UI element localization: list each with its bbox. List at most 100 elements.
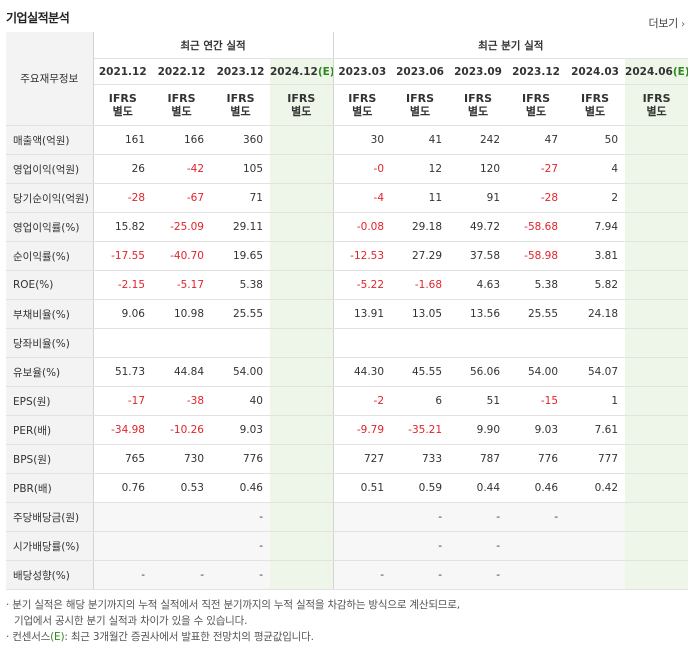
table-cell (270, 270, 334, 300)
table-row: 영업이익(억원) 26 -42 105 -0 12 120 -27 4 (6, 154, 689, 184)
row-label: 매출액(억원) (6, 125, 94, 155)
table-cell: 10.98 (152, 299, 211, 329)
table-cell: -42 (152, 154, 211, 184)
table-cell: 11 (391, 183, 450, 213)
table-cell: 9.90 (449, 415, 508, 445)
table-cell (332, 328, 392, 358)
ifrs-label: IFRS (348, 92, 377, 105)
period-header: 2023.03 (332, 58, 392, 85)
more-link[interactable]: 더보기 › (649, 15, 688, 31)
table-cell (507, 560, 566, 590)
table-cell: 5.38 (211, 270, 270, 300)
table-cell (332, 531, 392, 561)
table-cell: -67 (152, 183, 211, 213)
table-cell (270, 386, 334, 416)
table-cell: 41 (391, 125, 450, 155)
table-cell (270, 328, 334, 358)
table-cell: 0.46 (211, 473, 270, 503)
table-row: 시가배당률(%) - - - (6, 531, 689, 561)
financial-table: 주요재무정보 최근 연간 실적 최근 분기 실적 2021.12 2022.12 2… (6, 32, 689, 590)
table-cell: 730 (152, 444, 211, 474)
table-row: BPS(원) 765 730 776 727 733 787 776 777 (6, 444, 689, 474)
table-cell (625, 183, 689, 213)
estimate-mark: (E) (672, 65, 689, 78)
table-cell (152, 328, 211, 358)
period-label: 2023.03 (338, 65, 387, 78)
table-cell (625, 415, 689, 445)
table-cell (565, 328, 626, 358)
table-cell: -38 (152, 386, 211, 416)
table-cell (93, 531, 152, 561)
table-cell (625, 357, 689, 387)
table-cell (507, 531, 566, 561)
table-cell: 242 (449, 125, 508, 155)
ifrs-sub-label: 별도 (230, 105, 251, 118)
ifrs-header: IFRS 별도 (332, 84, 392, 126)
ifrs-header: IFRS 별도 (93, 84, 152, 126)
row-label: EPS(원) (6, 386, 94, 416)
table-cell: - (449, 531, 508, 561)
ifrs-sub-label: 별도 (646, 105, 667, 118)
ifrs-header: IFRS 별도 (391, 84, 450, 126)
table-cell: 37.58 (449, 241, 508, 271)
table-cell: -0.08 (332, 212, 392, 242)
footnote-1: · 분기 실적은 해당 분기까지의 누적 실적에서 직전 분기까지의 누적 실적… (6, 599, 460, 611)
table-cell: -2.15 (93, 270, 152, 300)
period-label: 2021.12 (98, 65, 147, 78)
table-cell: 776 (211, 444, 270, 474)
footnote-1-text: 분기 실적은 해당 분기까지의 누적 실적에서 직전 분기까지의 누적 실적을 … (12, 599, 460, 611)
ifrs-sub-label: 별도 (584, 105, 606, 118)
table-cell: -25.09 (152, 212, 211, 242)
table-cell: 4 (565, 154, 626, 184)
table-cell (625, 502, 689, 532)
period-header: 2024.12(E) (270, 58, 334, 85)
annual-group-header: 최근 연간 실적 (93, 32, 334, 59)
table-cell: 24.18 (565, 299, 626, 329)
table-cell: 13.56 (449, 299, 508, 329)
table-cell (270, 357, 334, 387)
table-cell (270, 473, 334, 503)
section-title: 기업실적분석 (6, 11, 70, 25)
table-cell: - (391, 531, 450, 561)
table-cell: 6 (391, 386, 450, 416)
row-label: 순이익률(%) (6, 241, 94, 271)
period-label: 2024.12 (270, 65, 318, 78)
ifrs-label: IFRS (226, 92, 255, 105)
table-cell (391, 328, 450, 358)
ifrs-sub-label: 별도 (467, 105, 489, 118)
table-cell (270, 560, 334, 590)
table-cell: 360 (211, 125, 270, 155)
table-cell: 7.94 (565, 212, 626, 242)
ifrs-label: IFRS (522, 92, 551, 105)
table-cell: 4.63 (449, 270, 508, 300)
row-label: 당기순이익(억원) (6, 183, 94, 213)
table-cell (270, 444, 334, 474)
table-cell: -0 (332, 154, 392, 184)
row-label: 부채비율(%) (6, 299, 94, 329)
table-cell (93, 502, 152, 532)
table-cell: 9.06 (93, 299, 152, 329)
table-cell: 54.00 (507, 357, 566, 387)
table-row: 매출액(억원) 161 166 360 30 41 242 47 50 (6, 125, 689, 155)
period-label: 2024.03 (571, 65, 619, 78)
table-cell: - (449, 502, 508, 532)
table-cell: - (211, 531, 270, 561)
footnote-2-suffix: : 최근 3개월간 증권사에서 발표한 전망치의 평균값입니다. (64, 631, 314, 643)
table-cell: 787 (449, 444, 508, 474)
table-row: 유보율(%) 51.73 44.84 54.00 44.30 45.55 56.06 54.0… (6, 357, 689, 387)
table-cell (625, 299, 689, 329)
table-cell: -28 (93, 183, 152, 213)
table-row: 주당배당금(원) - - - - (6, 502, 689, 532)
table-cell (270, 212, 334, 242)
table-cell (625, 270, 689, 300)
table-cell: 19.65 (211, 241, 270, 271)
quarter-group-header: 최근 분기 실적 (332, 32, 689, 59)
table-cell: 54.00 (211, 357, 270, 387)
table-cell: 45.55 (391, 357, 450, 387)
table-cell: -9.79 (332, 415, 392, 445)
table-cell: 29.18 (391, 212, 450, 242)
table-cell: 3.81 (565, 241, 626, 271)
ifrs-label: IFRS (464, 92, 493, 105)
table-cell: 40 (211, 386, 270, 416)
key-header: 주요재무정보 (6, 32, 94, 126)
